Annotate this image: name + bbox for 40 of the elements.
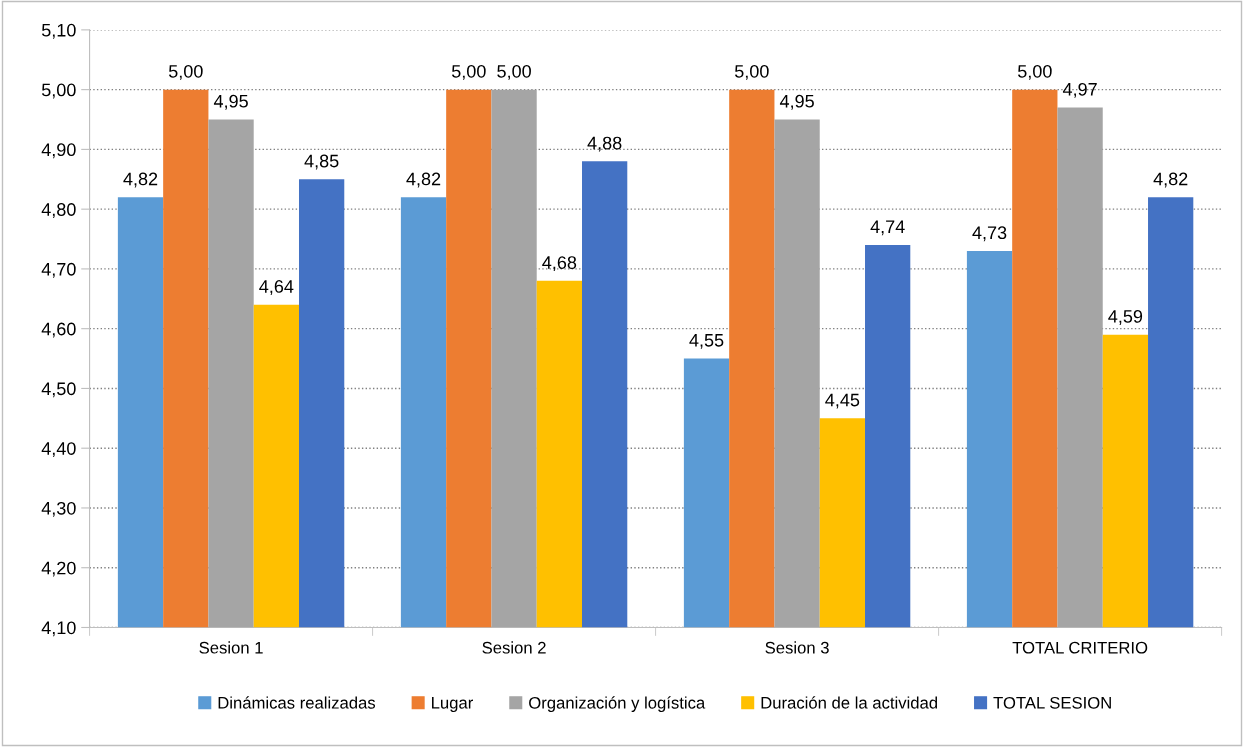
y-tick-label: 5,10 [41, 23, 76, 39]
data-label: 4,85 [304, 154, 339, 170]
data-label: 4,73 [972, 226, 1007, 242]
data-label: 4,82 [406, 172, 441, 188]
x-tick-label: TOTAL CRITERIO [1012, 641, 1148, 654]
y-tick-label: 5,00 [41, 83, 76, 99]
data-label: 5,00 [734, 64, 769, 80]
legend-label: TOTAL SESION [993, 696, 1111, 709]
legend-label: Lugar [432, 697, 473, 712]
data-label: 4,88 [587, 136, 622, 152]
data-label: 4,55 [689, 334, 724, 349]
data-label: 4,95 [213, 94, 248, 110]
legend-label: Organización y logística [529, 696, 706, 712]
y-tick-label: 4,30 [41, 501, 76, 517]
y-tick-label: 4,60 [41, 322, 76, 338]
y-tick-label: 4,50 [41, 382, 76, 398]
data-label: 4,82 [123, 172, 158, 188]
y-tick-label: 4,10 [41, 621, 76, 637]
data-label: 4,68 [542, 256, 577, 272]
data-label: 5,00 [168, 64, 203, 80]
data-label: 5,00 [497, 64, 531, 80]
data-label: 4,95 [779, 94, 814, 110]
y-tick-label: 4,80 [41, 203, 76, 219]
y-tick-label: 4,70 [41, 262, 76, 278]
x-tick-label: Sesion 3 [765, 641, 829, 654]
legend-label: Duración de la actividad [761, 696, 938, 709]
y-tick-label: 4,20 [41, 561, 76, 577]
data-label: 5,00 [1017, 64, 1052, 80]
data-label: 4,74 [870, 220, 905, 236]
y-tick-label: 4,40 [41, 442, 76, 458]
data-label: 4,59 [1108, 309, 1143, 325]
data-label: 4,82 [1153, 172, 1188, 188]
data-label: 4,97 [1062, 82, 1097, 98]
legend-label: Dinámicas realizadas [218, 696, 376, 709]
y-tick-label: 4,90 [41, 143, 76, 159]
x-tick-label: Sesion 1 [199, 641, 263, 654]
data-label: 4,45 [825, 393, 860, 409]
x-tick-label: Sesion 2 [482, 641, 546, 654]
data-label: 4,64 [259, 280, 294, 296]
data-label: 5,00 [451, 64, 486, 80]
